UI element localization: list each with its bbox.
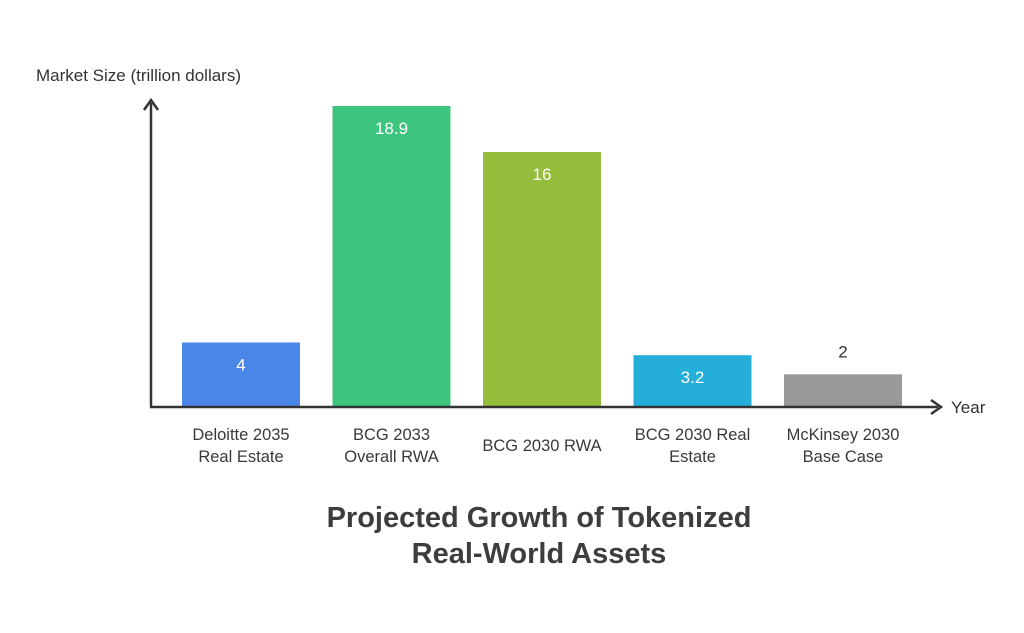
axes-group [142,97,944,416]
y-axis-arrow-icon [142,97,160,111]
x-tick-label: BCG 2030 Real [635,426,751,444]
bar-1 [332,106,451,406]
chart-title-line-2: Real-World Assets [412,538,667,570]
bar-0 [182,342,300,406]
x-tick-label: Real Estate [198,448,283,466]
y-axis-label: Market Size (trillion dollars) [36,66,241,85]
x-axis-arrow-icon [930,398,944,416]
bar-2 [483,152,601,406]
x-tick-labels: Deloitte 2035 Real Estate BCG 2033 Overall … [192,426,899,466]
bar-3 [633,355,752,406]
bar-4 [784,374,902,406]
x-tick-label: Overall RWA [344,448,438,466]
bar-value-label: 3.2 [681,368,705,387]
x-tick-label: Estate [669,448,716,466]
bar-value-label: 2 [838,342,847,361]
chart-title-line-1: Projected Growth of Tokenized [327,502,752,534]
x-tick-label: BCG 2033 [353,426,430,444]
x-tick-label: Deloitte 2035 [192,426,289,444]
x-axis-label: Year [951,398,986,417]
bar-value-label: 4 [236,356,245,375]
bar-value-label: 16 [533,165,552,184]
x-tick-label: McKinsey 2030 [787,426,900,444]
bars-group: 4 18.9 16 3.2 2 [182,106,902,406]
x-tick-label: BCG 2030 RWA [482,437,601,455]
x-tick-label: Base Case [803,448,884,466]
bar-value-label: 18.9 [375,119,408,138]
